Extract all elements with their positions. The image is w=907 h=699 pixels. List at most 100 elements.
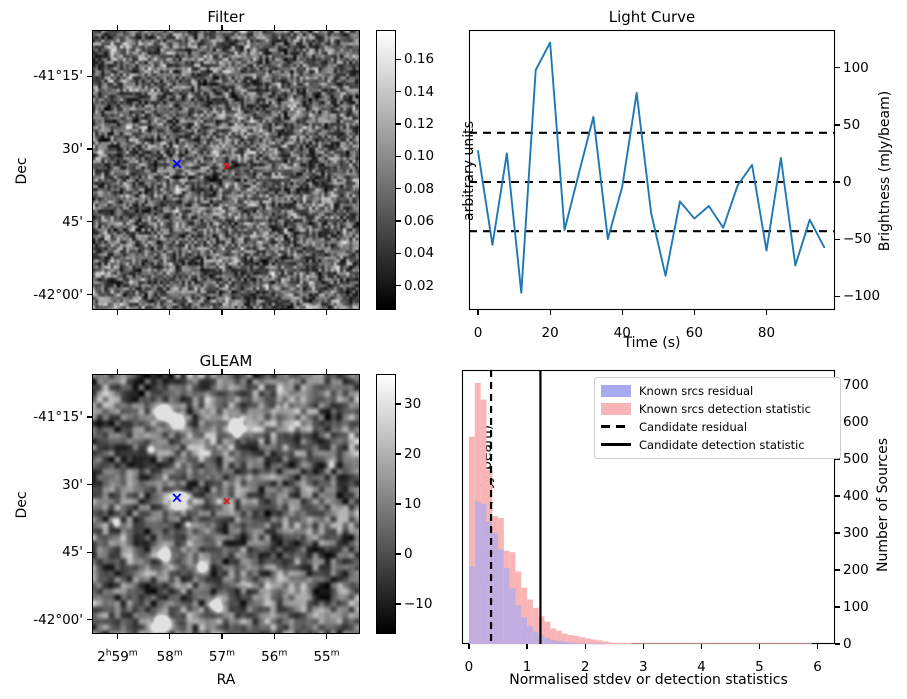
filter-cbar-tickmark-2	[396, 220, 401, 222]
gleam-cbar-ticklabel-0: 30	[404, 396, 422, 412]
light-curve-series-line	[477, 41, 826, 294]
histogram-bar	[538, 616, 545, 644]
histogram-bar	[590, 639, 597, 644]
filter-cbar-ticklabel-3: 0.08	[404, 180, 435, 197]
histogram-y-ticklabel-5: 500	[843, 450, 869, 467]
histogram-bar	[614, 642, 621, 644]
histogram-y-axis-label: Number of Sources	[875, 438, 891, 573]
gleam-dec-tickmark	[87, 551, 92, 553]
light-curve-x-tickmark-1	[549, 310, 551, 315]
filter-ra-tickmark-2	[221, 25, 223, 30]
legend-swatch-0	[601, 384, 631, 398]
histogram-x-ticklabel-5: 5	[755, 659, 764, 675]
filter-cbar-tickmark-6	[396, 90, 401, 93]
histogram-bar	[596, 643, 603, 645]
light-curve-axes-frame	[468, 29, 836, 311]
histogram-x-tickmark-6	[816, 644, 819, 649]
filter-panel-title: Filter	[207, 8, 245, 26]
light-curve-y-tickmark-1	[835, 238, 840, 240]
gleam-marker-layer: × ×	[92, 374, 360, 634]
histogram-y-tickmark-0	[835, 643, 840, 645]
gleam-cbar-tickmark-1	[396, 453, 401, 455]
histogram-bar	[666, 643, 684, 644]
gleam-ra-ticklabel-2: 57m	[208, 647, 236, 665]
histogram-bar	[637, 643, 644, 644]
histogram-bar	[468, 436, 475, 644]
filter-ra-tickmark-b-4	[325, 310, 328, 315]
histogram-y-tickmark-4	[835, 495, 840, 497]
histogram-y-ticklabel-7: 700	[843, 376, 869, 393]
filter-sky-image	[92, 30, 360, 310]
histogram-bar	[556, 630, 562, 644]
histogram-bar	[573, 642, 580, 644]
histogram-x-tickmark-4	[700, 644, 703, 649]
histogram-x-ticklabel-0: 0	[464, 659, 474, 675]
legend-line-2	[601, 420, 631, 434]
light-curve-y-tickmark-4	[835, 67, 840, 69]
filter-y-axis-label: Dec	[14, 157, 30, 185]
histogram-bar	[561, 633, 568, 644]
gleam-panel-title: GLEAM	[199, 352, 253, 370]
gleam-cbar-tickmark-3	[396, 553, 401, 555]
histogram-x-ticklabel-2: 2	[580, 659, 590, 675]
light-curve-x-ticklabel-4: 80	[757, 325, 776, 341]
histogram-bar	[492, 532, 499, 644]
filter-cbar-ticklabel-6: 0.14	[404, 83, 435, 100]
filter-cbar-tickmark-4	[396, 155, 401, 157]
histogram-bar	[771, 643, 806, 644]
filter-cbar-tickmark-0	[396, 285, 401, 287]
histogram-x-tickmark-0	[468, 644, 470, 649]
gleam-ra-tickmark-4	[325, 634, 328, 639]
histogram-bar	[620, 642, 626, 644]
histogram-bar	[567, 635, 574, 644]
gleam-dec-tickmark	[87, 619, 92, 621]
gleam-dec-ticklabel-1: 30'	[62, 476, 83, 493]
histogram-y-ticklabel-4: 400	[843, 487, 869, 504]
filter-cbar-ticklabel-4: 0.10	[404, 148, 435, 165]
histogram-y-tickmark-2	[835, 569, 840, 571]
filter-ra-tickmark-0	[116, 25, 119, 30]
gleam-dec-ticklabel-2: 45'	[62, 544, 83, 561]
gleam-cbar-tickmark-2	[396, 503, 401, 505]
light-curve-y-ticklabel-2: 0	[843, 174, 852, 190]
histogram-bar	[573, 635, 580, 644]
gleam-dec-ticklabel-3: -42°00'	[33, 611, 83, 628]
histogram-bar	[527, 626, 533, 644]
filter-cbar-ticklabel-7: 0.16	[404, 51, 435, 68]
filter-dec-ticklabel-2: 45'	[62, 213, 83, 230]
histogram-bar	[590, 643, 597, 645]
light-curve-title: Light Curve	[608, 8, 696, 26]
legend-label: Candidate detection statistic	[639, 438, 805, 452]
histogram-bar	[602, 643, 609, 645]
filter-marker-layer: × ×	[92, 30, 360, 310]
histogram-bar	[532, 631, 539, 644]
legend-line-3	[601, 438, 631, 452]
histogram-bar	[718, 643, 772, 644]
histogram-bar	[521, 587, 528, 644]
histogram-bar	[498, 549, 504, 644]
gleam-ra-ticklabel-3: 56m	[261, 647, 288, 665]
histogram-series-known-srcs-residual	[468, 501, 609, 645]
filter-ra-tickmark-3	[273, 25, 275, 30]
histogram-y-ticklabel-3: 300	[843, 524, 869, 541]
histogram-y-ticklabel-6: 600	[843, 413, 869, 430]
histogram-bar	[550, 639, 557, 644]
gleam-ra-ticklabel-4: 55m	[313, 647, 340, 665]
filter-ra-tickmark-4	[325, 25, 328, 30]
histogram-bar	[503, 568, 510, 644]
histogram-bar	[602, 641, 609, 644]
light-curve-x-ticklabel-0: 0	[473, 325, 483, 341]
histogram-x-tickmark-2	[584, 644, 586, 649]
histogram-plot	[461, 369, 836, 645]
light-curve-y-axis-label: Brightness (mJy/beam)	[877, 90, 893, 252]
histogram-bar	[585, 643, 591, 644]
filter-ra-tickmark-b-3	[273, 310, 275, 315]
filter-cbar-ticklabel-0: 0.02	[404, 277, 435, 294]
filter-cbar-ticklabel-2: 0.06	[404, 212, 435, 229]
gleam-cbar-tickmark-4	[396, 603, 401, 605]
light-curve-y-ticklabel-0: −100	[843, 288, 881, 305]
blue-cross-marker: ×	[170, 488, 184, 507]
histogram-bar	[515, 605, 522, 644]
histogram-bar	[480, 504, 487, 644]
filter-dec-tickmark	[87, 221, 92, 223]
